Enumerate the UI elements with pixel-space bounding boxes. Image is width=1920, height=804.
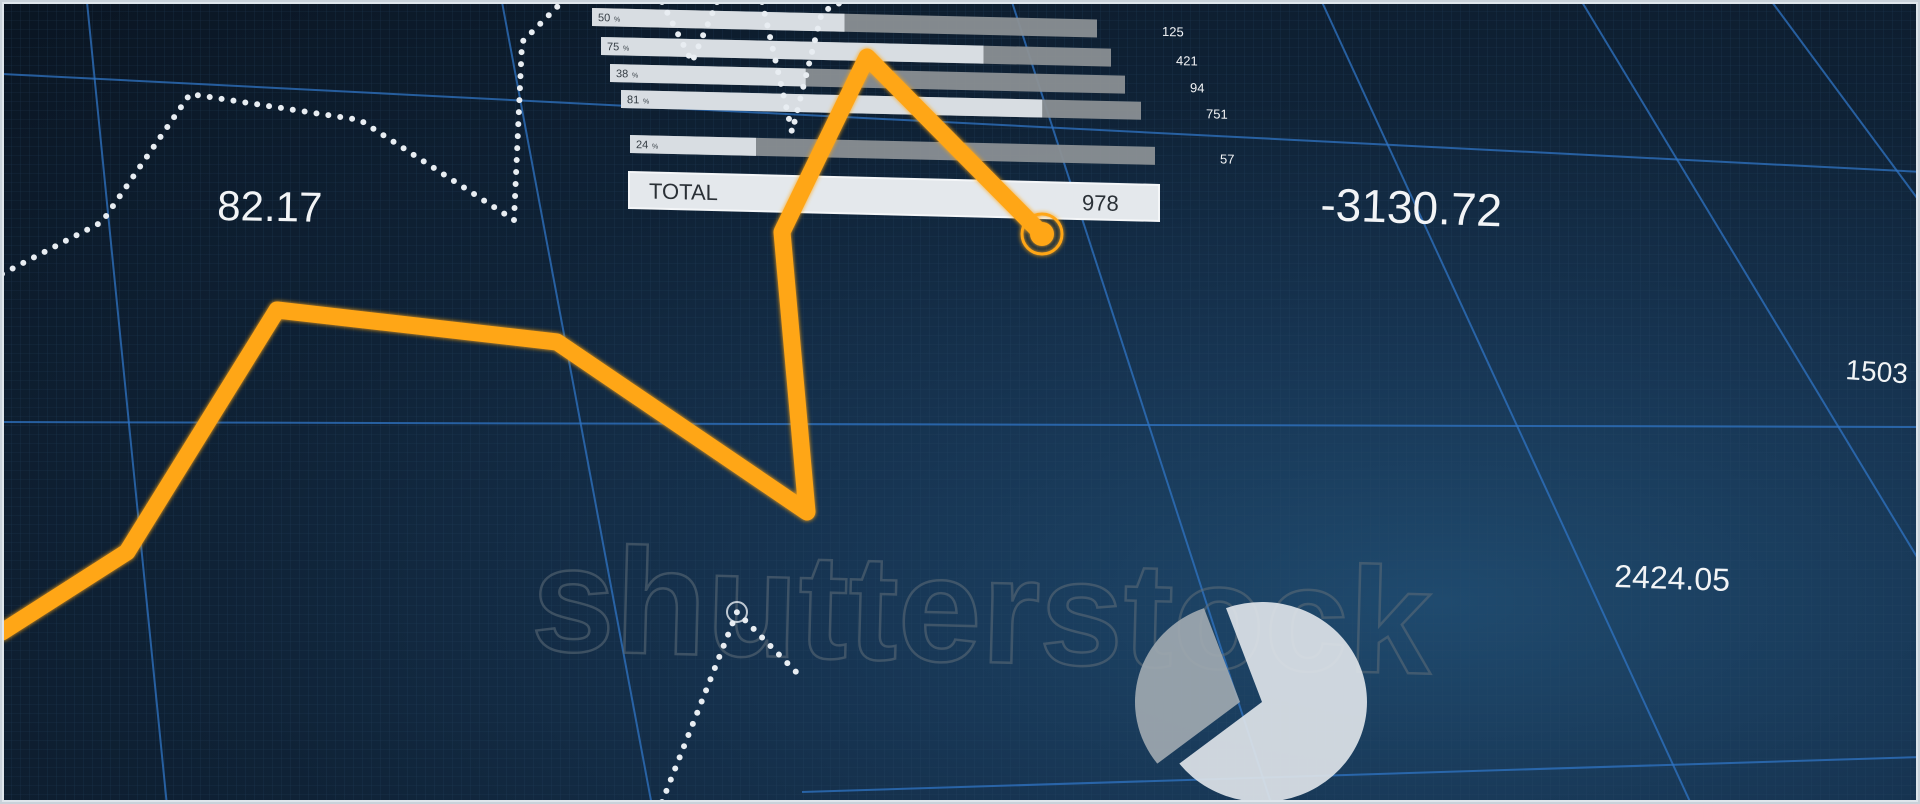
bar-percent-label: 75 <box>607 41 619 53</box>
grid-line-horizontal <box>801 756 1918 793</box>
bar-fill <box>610 64 806 87</box>
dotted-line-bottom <box>659 606 805 802</box>
bar-fill <box>621 90 1043 118</box>
dotted-line-marker <box>726 601 748 623</box>
bar-row: 50 % 125 <box>592 8 1184 39</box>
dotted-line-vee <box>659 2 720 70</box>
orange-series <box>2 48 1064 641</box>
bar-value-label: 125 <box>1162 24 1184 39</box>
orange-line-endpoint-ring <box>1020 212 1064 256</box>
bar-percent-unit: % <box>643 98 649 105</box>
bar-fill <box>592 8 845 32</box>
bar-percent-label: 38 <box>616 68 628 80</box>
bar-row: 38 % 94 <box>610 64 1204 95</box>
pie-slice <box>1135 608 1240 764</box>
bar-value-label: 94 <box>1190 80 1204 95</box>
grid-line-horizontal <box>2 73 1918 173</box>
dotted-line-up <box>511 2 565 223</box>
grid-line-vertical <box>86 2 168 802</box>
floating-value: 2424.05 <box>1614 558 1731 598</box>
dotted-line-left <box>2 90 517 277</box>
orange-line-endpoint <box>1030 222 1054 246</box>
bar-row: 24 % 57 <box>630 135 1234 167</box>
bar-value-label: 57 <box>1220 151 1234 166</box>
bar-fill <box>630 135 756 156</box>
floating-value: 82.17 <box>217 182 323 231</box>
bar-track <box>630 135 1155 165</box>
floating-value: -3130.72 <box>1320 178 1503 236</box>
bar-percent-unit: % <box>652 143 658 150</box>
bar-value-label: 751 <box>1206 106 1228 121</box>
bar-percent-unit: % <box>632 72 638 79</box>
grid-line-vertical <box>1771 2 1918 201</box>
grid-line-vertical <box>1011 2 1272 802</box>
grid-line-horizontal <box>2 421 1918 428</box>
pie-chart <box>1135 601 1368 802</box>
total-value: 978 <box>1082 190 1119 216</box>
grid-line-vertical <box>1581 2 1918 561</box>
bar-percent-label: 81 <box>627 94 639 106</box>
bar-percent-unit: % <box>614 16 620 23</box>
bar-percent-label: 50 <box>598 12 610 24</box>
floating-values: 82.17 -3130.72 1503 2424.05 <box>217 178 1909 598</box>
bar-value-label: 421 <box>1176 53 1198 68</box>
grid-line-vertical <box>1321 2 1692 802</box>
total-label: TOTAL <box>649 178 718 205</box>
bar-percent-unit: % <box>623 45 629 52</box>
floating-value: 1503 <box>1845 354 1909 389</box>
bar-percent-label: 24 <box>636 139 648 151</box>
orange-line-path <box>2 48 1051 641</box>
dotted-series <box>2 2 845 802</box>
grid-line-vertical <box>501 2 653 802</box>
bar-row: 81 % 751 <box>621 90 1228 122</box>
pie-slice <box>1179 601 1368 802</box>
